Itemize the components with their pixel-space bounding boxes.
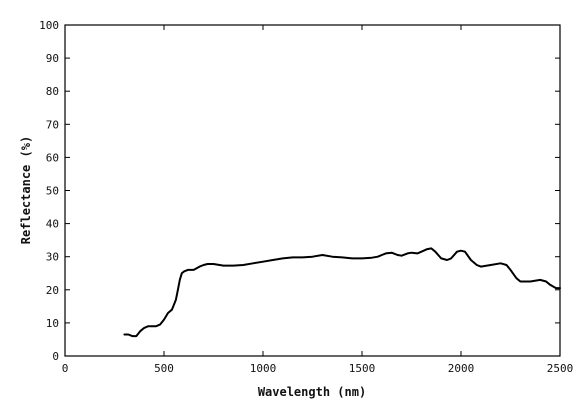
y-tick-label: 50 [46, 185, 59, 198]
y-tick-label: 0 [52, 350, 59, 363]
y-tick-label: 20 [46, 284, 59, 297]
y-tick-label: 90 [46, 52, 59, 65]
x-tick-label: 500 [154, 362, 174, 375]
x-tick-label: 2000 [448, 362, 475, 375]
y-tick-label: 80 [46, 85, 59, 98]
x-tick-label: 1500 [349, 362, 376, 375]
plot-frame [64, 24, 561, 357]
y-tick-label: 70 [46, 118, 59, 131]
y-tick-label: 40 [46, 218, 59, 231]
y-tick-label: 60 [46, 151, 59, 164]
x-tick-label: 0 [62, 362, 69, 375]
x-tick-label: 2500 [547, 362, 574, 375]
series-line [123, 247, 561, 338]
x-axis-label: Wavelength (nm) [258, 385, 366, 399]
x-axis-ticks: 0 500 1000 1500 2000 2500 [62, 25, 574, 375]
y-axis-label: Reflectance (%) [19, 136, 33, 244]
x-tick-label: 1000 [250, 362, 277, 375]
y-tick-label: 10 [46, 317, 59, 330]
y-tick-label: 30 [46, 251, 59, 264]
y-axis-ticks: 0 10 20 30 40 50 60 70 80 90 100 [39, 19, 560, 363]
series-layer [123, 247, 561, 338]
y-tick-label: 100 [39, 19, 59, 32]
